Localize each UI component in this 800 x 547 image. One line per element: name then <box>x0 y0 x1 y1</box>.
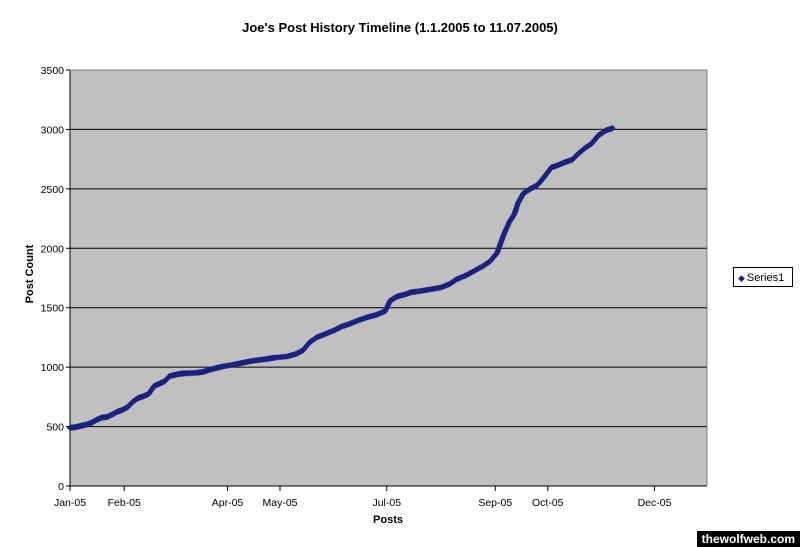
x-axis-label: Posts <box>373 514 403 526</box>
y-tick-label: 2000 <box>41 243 65 255</box>
x-tick-label: Oct-05 <box>532 497 564 509</box>
x-tick-label: Sep-05 <box>478 497 512 509</box>
x-tick-label: Jul-05 <box>372 497 401 509</box>
diamond-marker-icon: ◆ <box>738 273 745 283</box>
y-tick-label: 3500 <box>41 65 65 77</box>
legend: ◆ Series1 <box>733 267 793 287</box>
x-tick-label: May-05 <box>262 497 297 509</box>
watermark: thewolfweb.com <box>696 531 800 547</box>
y-tick-label: 1500 <box>41 303 65 315</box>
y-tick-label: 500 <box>46 422 64 434</box>
data-point <box>609 125 616 132</box>
y-tick-label: 3000 <box>41 124 65 136</box>
chart-title: Joe's Post History Timeline (1.1.2005 to… <box>242 20 558 35</box>
data-points <box>66 125 616 431</box>
axes <box>69 69 708 487</box>
y-tick-label: 0 <box>58 481 64 493</box>
x-tick-label: Jan-05 <box>54 497 86 509</box>
x-tick-label: Feb-05 <box>108 497 141 509</box>
plot-background <box>70 70 707 486</box>
x-tick-label: Apr-05 <box>212 497 244 509</box>
legend-series-label: Series1 <box>746 272 785 284</box>
y-tick-label: 2500 <box>41 184 65 196</box>
x-tick-label: Dec-05 <box>638 497 672 509</box>
y-tick-label: 1000 <box>41 362 65 374</box>
x-ticks: Jan-05 Feb-05 Apr-05 May-05 Jul-05 Sep-05 Oct-… <box>54 486 672 509</box>
y-ticks: 0 500 1000 1500 2000 2500 3000 3500 <box>41 65 70 493</box>
